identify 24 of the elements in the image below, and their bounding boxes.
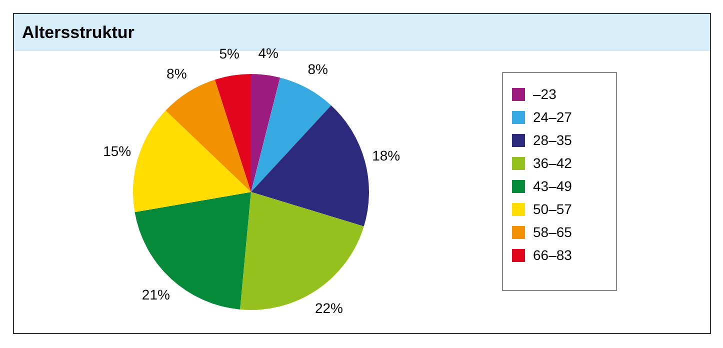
legend-label: 43–49 — [533, 178, 572, 194]
legend-label: 36–42 — [533, 155, 572, 171]
legend-label: –23 — [533, 86, 557, 102]
data-label: 8% — [166, 65, 187, 82]
legend-label: 50–57 — [533, 201, 572, 217]
data-label: 5% — [219, 46, 240, 62]
legend-label: 28–35 — [533, 132, 572, 148]
data-label: 8% — [308, 60, 328, 77]
data-label: 15% — [103, 143, 132, 160]
pie-slice — [251, 78, 332, 192]
pie-slice — [166, 80, 251, 192]
pie-slice — [214, 74, 251, 192]
legend-label: 66–83 — [533, 247, 572, 263]
legend-label: 58–65 — [533, 224, 572, 240]
legend-label: 24–27 — [533, 109, 572, 125]
data-label: 18% — [372, 147, 400, 164]
data-label: 22% — [314, 300, 344, 316]
pie-slice — [134, 192, 251, 310]
pie-slice — [251, 74, 280, 192]
pie-slice — [133, 110, 251, 212]
chart-title: Altersstruktur — [22, 23, 135, 42]
pie-slice — [251, 105, 369, 226]
data-label: 21% — [142, 286, 170, 303]
data-label: 4% — [258, 44, 278, 61]
